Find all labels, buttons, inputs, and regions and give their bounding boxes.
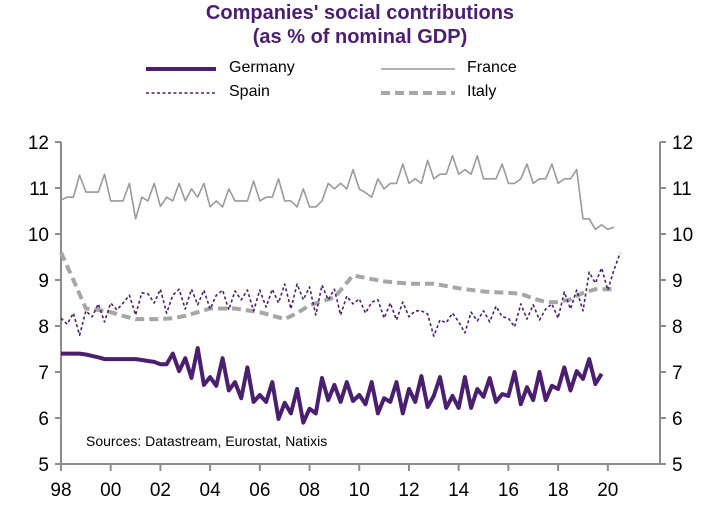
y-tick-label-left: 10	[28, 225, 49, 246]
x-tick-label: 00	[100, 480, 121, 501]
y-tick-label-right: 5	[672, 455, 683, 476]
x-tick-label: 12	[398, 480, 419, 501]
y-tick-label-left: 6	[38, 409, 49, 430]
series-line-france	[60, 155, 615, 231]
legend-label-spain: Spain	[229, 83, 270, 100]
y-tick-label-left: 7	[38, 363, 49, 384]
sources-annotation: Sources: Datastream, Eurostat, Natixis	[86, 433, 327, 449]
y-tick-label-right: 8	[672, 317, 683, 338]
y-tick-label-left: 9	[38, 271, 49, 292]
x-tick-label: 16	[498, 480, 519, 501]
y-tick-label-left: 8	[38, 317, 49, 338]
y-tick-label-right: 7	[672, 363, 683, 384]
x-tick-label: 98	[50, 480, 71, 501]
x-tick-label: 08	[299, 480, 320, 501]
x-tick-label: 10	[349, 480, 370, 501]
y-tick-label-right: 10	[672, 225, 693, 246]
x-tick-label: 14	[448, 480, 470, 501]
x-tick-label: 18	[548, 480, 569, 501]
x-tick-label: 06	[249, 480, 270, 501]
series-line-germany	[61, 346, 604, 425]
y-tick-label-right: 6	[672, 409, 683, 430]
y-tick-label-left: 5	[38, 455, 49, 476]
legend-label-france: France	[467, 59, 517, 76]
y-tick-label-right: 9	[672, 271, 683, 292]
chart-subtitle: (as % of nominal GDP)	[252, 26, 468, 48]
y-tick-label-left: 11	[29, 179, 49, 200]
x-tick-label: 20	[597, 480, 618, 501]
series-line-italy	[59, 251, 614, 322]
series-line-spain	[60, 252, 621, 337]
x-tick-label: 04	[200, 480, 222, 501]
legend-label-italy: Italy	[467, 83, 497, 100]
y-tick-label-right: 12	[672, 133, 693, 154]
y-tick-label-right: 11	[672, 179, 692, 200]
x-tick-label: 02	[150, 480, 171, 501]
y-tick-label-left: 12	[28, 133, 49, 154]
chart-title: Companies' social contributions	[205, 2, 515, 24]
legend-label-germany: Germany	[229, 59, 295, 76]
